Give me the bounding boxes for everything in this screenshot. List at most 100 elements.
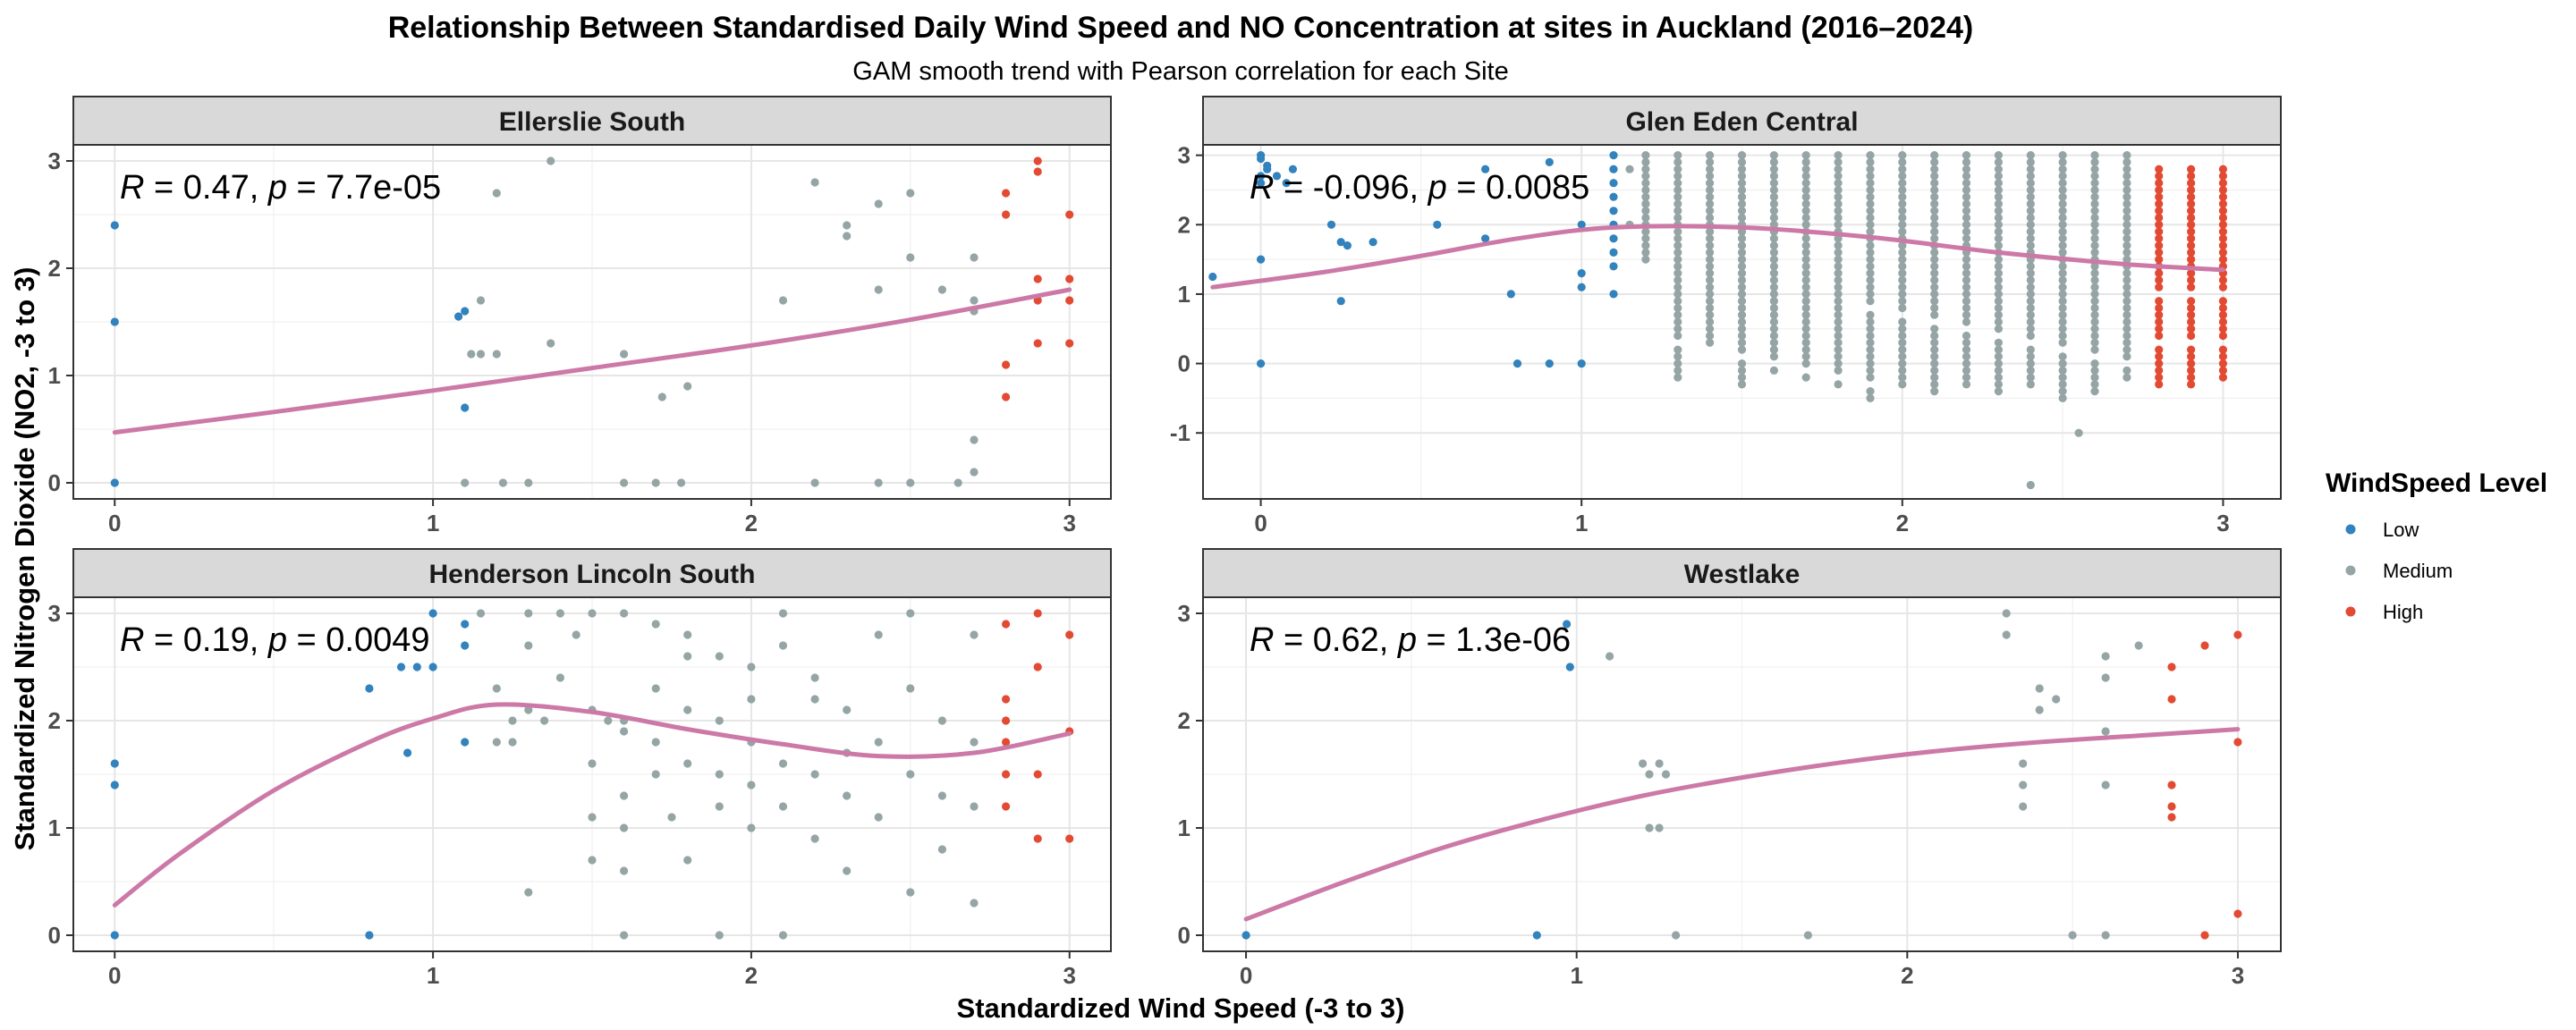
point-high — [2218, 234, 2227, 243]
point-medium — [2123, 151, 2131, 160]
point-medium — [1866, 331, 1875, 341]
point-medium — [778, 641, 788, 650]
point-medium — [1737, 234, 1747, 243]
point-medium — [2090, 290, 2099, 299]
point-medium — [1706, 317, 1715, 326]
point-medium — [2123, 157, 2131, 166]
point-medium — [2026, 185, 2035, 195]
point-medium — [1769, 310, 1778, 319]
panel-border — [1202, 144, 2282, 500]
point-medium — [1930, 157, 1939, 166]
point-high — [2155, 227, 2164, 236]
point-high — [2155, 366, 2164, 375]
point-medium — [1994, 373, 2003, 382]
point-medium — [1962, 352, 1971, 361]
point-medium — [1769, 234, 1778, 243]
point-high — [2187, 283, 2196, 291]
point-medium — [1834, 165, 1843, 173]
point-medium — [970, 296, 979, 305]
point-medium — [1962, 165, 1971, 173]
point-high — [2155, 207, 2164, 215]
point-medium — [1641, 157, 1650, 166]
point-medium — [1930, 297, 1939, 306]
point-medium — [1994, 269, 2003, 278]
legend-label-low: Low — [2383, 519, 2419, 541]
point-medium — [2058, 213, 2067, 223]
point-medium — [2026, 172, 2035, 181]
point-medium — [1930, 387, 1939, 396]
point-medium — [1737, 248, 1747, 257]
y-tick-label: 3 — [1178, 600, 1191, 627]
point-low — [1368, 238, 1377, 247]
point-medium — [1674, 303, 1682, 313]
point-high — [2187, 310, 2196, 319]
point-low — [461, 620, 470, 629]
point-medium — [1898, 331, 1907, 341]
point-medium — [651, 684, 660, 693]
point-medium — [1769, 262, 1778, 271]
points — [1241, 609, 2242, 940]
point-medium — [547, 339, 555, 348]
point-high — [2155, 269, 2164, 278]
point-medium — [1769, 338, 1778, 347]
axis-ticks: 0 1 2 3 0 1 2 3 — [48, 600, 1076, 989]
point-medium — [1769, 345, 1778, 354]
point-medium — [1962, 157, 1971, 166]
point-medium — [1994, 234, 2003, 243]
point-high — [1002, 738, 1011, 747]
point-high — [2167, 802, 2176, 811]
point-medium — [1674, 275, 1682, 284]
point-medium — [1866, 248, 1875, 257]
point-medium — [1930, 255, 1939, 264]
point-low — [1577, 269, 1586, 278]
point-medium — [2058, 317, 2067, 326]
point-medium — [2123, 255, 2131, 264]
correlation-annotation: R = 0.62, p = 1.3e-06 — [1250, 621, 1571, 659]
y-tick-label: 0 — [48, 922, 61, 949]
point-medium — [1674, 248, 1682, 257]
point-medium — [2058, 192, 2067, 201]
point-medium — [620, 609, 629, 618]
point-medium — [1706, 192, 1715, 201]
point-medium — [1706, 290, 1715, 299]
point-medium — [1994, 275, 2003, 284]
point-high — [2218, 199, 2227, 208]
point-low — [1609, 290, 1618, 299]
y-tick-label: 0 — [1178, 350, 1191, 377]
point-high — [1033, 274, 1042, 283]
point-medium — [2026, 317, 2035, 326]
point-medium — [1930, 366, 1939, 375]
point-medium — [2090, 213, 2099, 223]
point-medium — [1801, 269, 1810, 278]
x-tick-label: 3 — [2216, 510, 2229, 536]
point-medium — [683, 382, 692, 391]
point-medium — [843, 232, 852, 241]
point-high — [2187, 325, 2196, 333]
axis-ticks: 0 1 2 3 0 1 2 3 — [48, 148, 1076, 536]
point-medium — [2058, 172, 2067, 181]
point-medium — [2123, 325, 2131, 333]
point-medium — [620, 791, 629, 800]
point-medium — [1962, 234, 1971, 243]
point-medium — [1866, 220, 1875, 229]
point-high — [1002, 716, 1011, 725]
point-medium — [1898, 213, 1907, 223]
facet-ellerslie-south: Ellerslie South R = 0.47, p = 7.7e-05 0 1 2 3… — [48, 96, 1112, 536]
facet-strip — [72, 548, 1112, 598]
point-medium — [906, 609, 915, 618]
point-high — [2218, 359, 2227, 368]
point-medium — [2026, 269, 2035, 278]
point-medium — [1801, 248, 1810, 257]
point-medium — [2026, 220, 2035, 229]
point-high — [1033, 167, 1042, 176]
y-tick-label: 3 — [48, 600, 61, 627]
point-medium — [1866, 207, 1875, 215]
x-tick-label: 2 — [1901, 962, 1913, 989]
point-medium — [1737, 345, 1747, 354]
point-medium — [604, 716, 613, 725]
point-high — [2155, 185, 2164, 195]
y-tick-label: -1 — [1170, 419, 1191, 446]
point-high — [2155, 373, 2164, 382]
facet-strip-label: Ellerslie South — [499, 107, 685, 137]
